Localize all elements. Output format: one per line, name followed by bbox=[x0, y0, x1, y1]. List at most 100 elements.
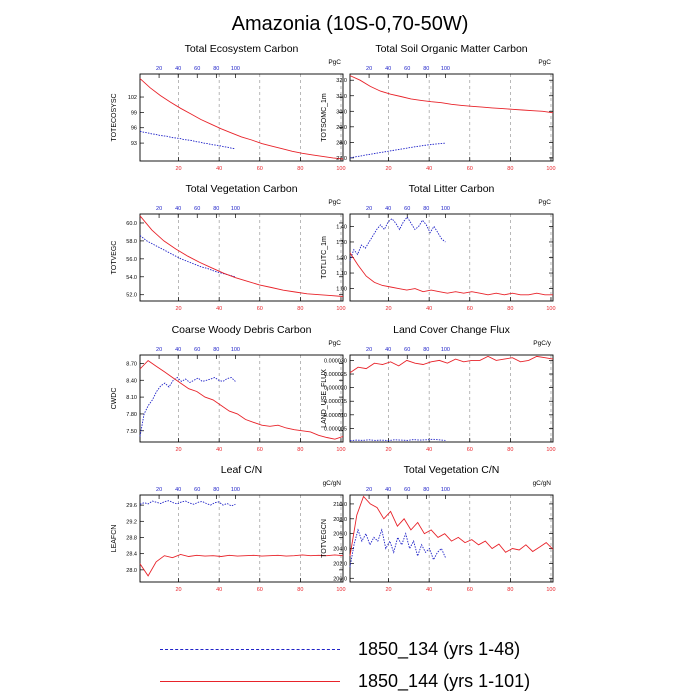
figure-title: Amazonia (10S-0,70-50W) bbox=[232, 13, 469, 35]
x-tick-label-top: 60 bbox=[194, 347, 200, 353]
y-tick-label: 1.00 bbox=[336, 287, 347, 293]
series-line-case-a bbox=[349, 142, 446, 159]
units-label: gC/gN bbox=[533, 480, 552, 487]
units-label: PgC bbox=[328, 59, 341, 66]
x-tick-label-bottom: 80 bbox=[297, 587, 303, 593]
x-tick-label-bottom: 100 bbox=[546, 447, 555, 453]
plot-frame bbox=[349, 213, 554, 302]
x-tick-label-top: 20 bbox=[366, 206, 372, 212]
x-tick-label-top: 40 bbox=[175, 206, 181, 212]
x-tick-label-bottom: 60 bbox=[467, 306, 473, 312]
x-tick-label-bottom: 40 bbox=[216, 166, 222, 172]
panel-title: Total Ecosystem Carbon bbox=[185, 43, 299, 55]
plot-frame bbox=[349, 73, 554, 162]
chart-panel-2: Total Soil Organic Matter Carbon 20 40 60 80… bbox=[321, 43, 556, 172]
y-tick-label: 52.0 bbox=[126, 293, 137, 299]
x-tick-label-bottom: 80 bbox=[507, 166, 513, 172]
series-line-case-b bbox=[139, 78, 344, 160]
x-tick-label-top: 60 bbox=[194, 206, 200, 212]
legend-solid-line-icon bbox=[160, 680, 340, 682]
x-tick-label-bottom: 40 bbox=[216, 306, 222, 312]
x-tick-label-bottom: 20 bbox=[386, 306, 392, 312]
plot-frame bbox=[139, 354, 344, 443]
x-tick-label-top: 80 bbox=[213, 347, 219, 353]
x-tick-label-bottom: 60 bbox=[257, 166, 263, 172]
series-line-case-a bbox=[139, 130, 236, 150]
x-tick-label-bottom: 60 bbox=[257, 306, 263, 312]
legend-entry-case-a: 1850_134 (yrs 1-48) bbox=[160, 638, 520, 660]
x-tick-label-bottom: 80 bbox=[507, 447, 513, 453]
x-tick-label-bottom: 20 bbox=[176, 447, 182, 453]
series-line-case-a bbox=[139, 235, 236, 278]
plot-frame bbox=[349, 354, 554, 443]
y-tick-label: 29.2 bbox=[126, 519, 137, 525]
y-axis-label: TOTSOMC_1m bbox=[321, 93, 328, 142]
series-line-case-a bbox=[349, 216, 446, 261]
units-label: PgC bbox=[328, 340, 341, 347]
x-tick-label-top: 80 bbox=[213, 206, 219, 212]
x-tick-label-top: 80 bbox=[213, 487, 219, 493]
x-tick-label-bottom: 20 bbox=[176, 587, 182, 593]
y-tick-label: 1.20 bbox=[336, 256, 347, 262]
y-tick-label: 0.000015 bbox=[324, 399, 347, 405]
chart-panel-4: Total Litter Carbon 20 40 60 80 100 20 40 60 80 10… bbox=[321, 183, 556, 312]
legend-label-case-a: 1850_134 (yrs 1-48) bbox=[358, 638, 521, 659]
legend-dashed-line-icon bbox=[160, 648, 340, 650]
y-tick-label: 29.6 bbox=[126, 503, 137, 509]
x-tick-label-bottom: 100 bbox=[546, 306, 555, 312]
x-tick-label-top: 100 bbox=[441, 347, 450, 353]
series-line-case-b bbox=[349, 495, 554, 557]
series-line-case-b bbox=[139, 215, 344, 297]
x-tick-label-top: 40 bbox=[385, 206, 391, 212]
y-axis-label: TOTECOSYSC bbox=[111, 93, 118, 141]
y-tick-label: 0.000030 bbox=[324, 358, 347, 364]
y-tick-label: 93 bbox=[131, 141, 137, 147]
y-tick-label: 204.0 bbox=[333, 547, 347, 553]
y-tick-label: 0.000010 bbox=[324, 413, 347, 419]
series-line-case-a bbox=[349, 528, 446, 568]
x-tick-label-top: 80 bbox=[423, 66, 429, 72]
x-tick-label-bottom: 60 bbox=[467, 587, 473, 593]
y-axis-label: TOTLITC_1m bbox=[321, 236, 328, 279]
y-tick-label: 27.0 bbox=[336, 156, 347, 162]
y-tick-label: 1.30 bbox=[336, 240, 347, 246]
series-line-case-b bbox=[139, 554, 344, 577]
x-tick-label-bottom: 80 bbox=[297, 166, 303, 172]
x-tick-label-top: 100 bbox=[231, 66, 240, 72]
x-tick-label-bottom: 80 bbox=[297, 447, 303, 453]
x-tick-label-top: 40 bbox=[385, 66, 391, 72]
y-tick-label: 29.0 bbox=[336, 125, 347, 131]
units-label: PgC bbox=[538, 199, 551, 206]
x-tick-label-bottom: 40 bbox=[426, 306, 432, 312]
x-tick-label-bottom: 60 bbox=[467, 166, 473, 172]
y-tick-label: 7.80 bbox=[126, 412, 137, 418]
x-tick-label-bottom: 80 bbox=[297, 306, 303, 312]
x-tick-label-bottom: 40 bbox=[216, 587, 222, 593]
x-tick-label-top: 20 bbox=[366, 487, 372, 493]
x-tick-label-top: 40 bbox=[385, 347, 391, 353]
y-tick-label: 28.0 bbox=[126, 568, 137, 574]
panel-title: Total Vegetation C/N bbox=[404, 464, 500, 476]
x-tick-label-bottom: 80 bbox=[507, 587, 513, 593]
x-tick-label-top: 100 bbox=[441, 206, 450, 212]
x-tick-label-top: 60 bbox=[194, 66, 200, 72]
y-tick-label: 28.8 bbox=[126, 535, 137, 541]
units-label: PgC bbox=[328, 199, 341, 206]
x-tick-label-bottom: 100 bbox=[546, 166, 555, 172]
x-tick-label-top: 20 bbox=[156, 66, 162, 72]
panel-title: Leaf C/N bbox=[221, 464, 262, 476]
y-tick-label: 208.0 bbox=[333, 517, 347, 523]
y-tick-label: 8.10 bbox=[126, 395, 137, 401]
series-line-case-b bbox=[349, 252, 553, 296]
x-tick-label-bottom: 20 bbox=[386, 447, 392, 453]
y-tick-label: 0.000005 bbox=[324, 426, 347, 432]
y-tick-label: 96 bbox=[131, 126, 137, 132]
y-tick-label: 30.0 bbox=[336, 109, 347, 115]
x-tick-label-top: 100 bbox=[231, 206, 240, 212]
x-tick-label-bottom: 40 bbox=[216, 447, 222, 453]
x-tick-label-bottom: 60 bbox=[257, 587, 263, 593]
x-tick-label-top: 80 bbox=[423, 347, 429, 353]
x-tick-label-bottom: 20 bbox=[176, 166, 182, 172]
x-tick-label-top: 20 bbox=[366, 66, 372, 72]
y-tick-label: 8.40 bbox=[126, 378, 137, 384]
